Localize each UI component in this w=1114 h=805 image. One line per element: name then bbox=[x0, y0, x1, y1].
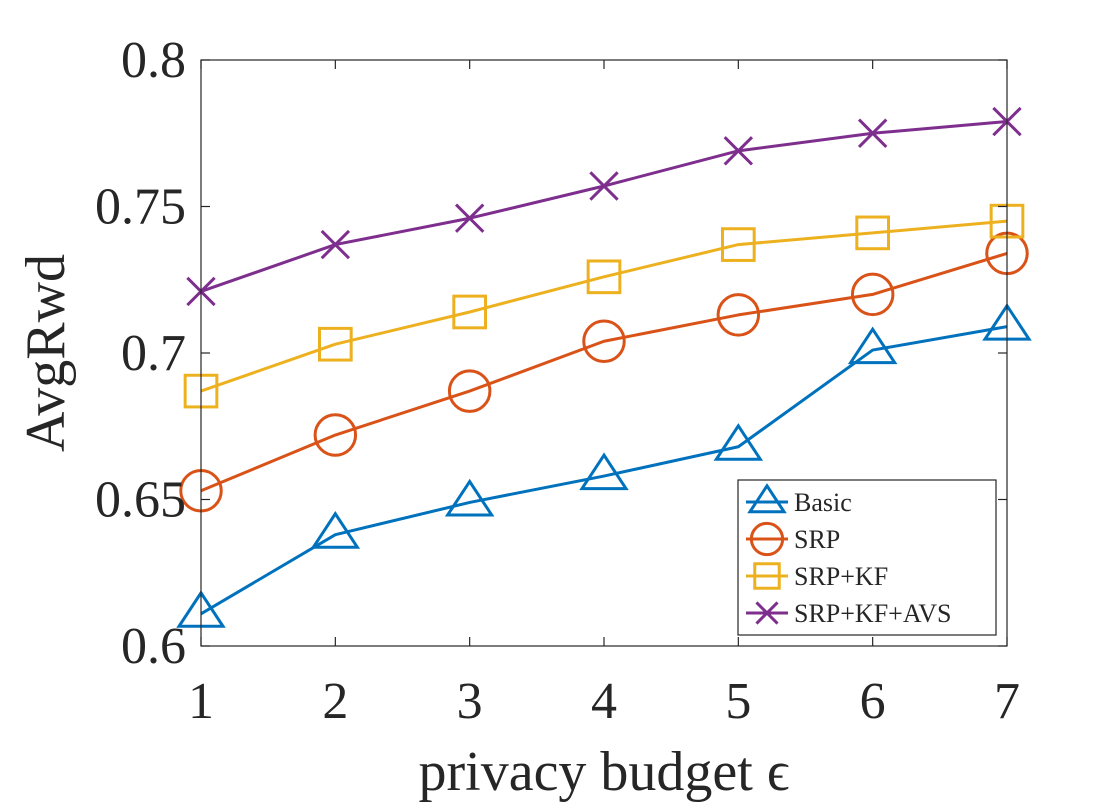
data-point-marker bbox=[755, 601, 779, 625]
data-point-marker bbox=[454, 203, 485, 233]
x-tick-label: 3 bbox=[457, 673, 483, 730]
legend-label: SRP+KF bbox=[794, 562, 888, 591]
y-tick-label: 0.6 bbox=[121, 618, 186, 675]
legend: Basic SRP SRP+KF SRP+KF+AVS bbox=[737, 479, 997, 636]
data-point-marker bbox=[713, 423, 764, 461]
y-tick-label: 0.7 bbox=[121, 325, 186, 382]
series-line bbox=[200, 219, 1008, 393]
legend-label: SRP bbox=[794, 525, 840, 554]
x-tick-label: 2 bbox=[322, 673, 348, 730]
data-point-marker bbox=[857, 118, 888, 148]
legend-label: Basic bbox=[794, 488, 852, 517]
y-axis-label: AvgRwd bbox=[15, 254, 77, 452]
x-tick-label: 4 bbox=[591, 673, 617, 730]
axis-ticks: 1 2 3 4 5 6 7 0.6 0.65 0.7 0.75 0.8 bbox=[95, 32, 1020, 730]
x-tick-label: 1 bbox=[188, 673, 214, 730]
data-point-marker bbox=[447, 369, 492, 413]
data-point-marker bbox=[579, 452, 629, 491]
data-point-marker bbox=[582, 319, 626, 364]
series-line bbox=[200, 251, 1008, 493]
data-point-marker bbox=[749, 521, 785, 557]
data-point-marker bbox=[317, 326, 353, 362]
data-point-marker bbox=[850, 272, 895, 317]
plot-lines bbox=[176, 106, 1032, 628]
series-line bbox=[200, 325, 1008, 616]
data-point-marker bbox=[847, 326, 898, 365]
data-point-marker bbox=[310, 511, 361, 549]
data-point-marker bbox=[320, 229, 351, 260]
legend-entry: SRP+KF+AVS bbox=[746, 599, 952, 628]
x-tick-label: 5 bbox=[725, 673, 751, 730]
data-point-marker bbox=[716, 293, 761, 337]
x-tick-label: 7 bbox=[994, 673, 1020, 730]
y-tick-label: 0.65 bbox=[95, 472, 186, 529]
data-point-marker bbox=[444, 478, 495, 517]
data-point-marker bbox=[720, 227, 756, 262]
x-axis-label: privacy budget ϵ bbox=[419, 741, 790, 803]
data-point-marker bbox=[855, 215, 891, 251]
legend-label: SRP+KF+AVS bbox=[794, 599, 952, 628]
legend-entry: SRP+KF bbox=[746, 562, 888, 591]
legend-entry: SRP bbox=[746, 521, 840, 557]
x-tick-label: 6 bbox=[860, 673, 886, 730]
data-point-marker bbox=[589, 171, 619, 201]
series-srp bbox=[179, 231, 1029, 513]
data-point-marker bbox=[586, 259, 622, 295]
series-srp-kf bbox=[183, 203, 1025, 409]
series-basic bbox=[176, 303, 1032, 628]
data-point-marker bbox=[313, 413, 358, 457]
data-point-marker bbox=[747, 483, 787, 514]
data-point-marker bbox=[452, 294, 488, 330]
y-tick-label: 0.75 bbox=[95, 179, 186, 236]
data-point-marker bbox=[723, 136, 754, 166]
y-tick-label: 0.8 bbox=[121, 32, 186, 89]
legend-entry: Basic bbox=[746, 483, 852, 517]
data-point-marker bbox=[753, 562, 781, 590]
